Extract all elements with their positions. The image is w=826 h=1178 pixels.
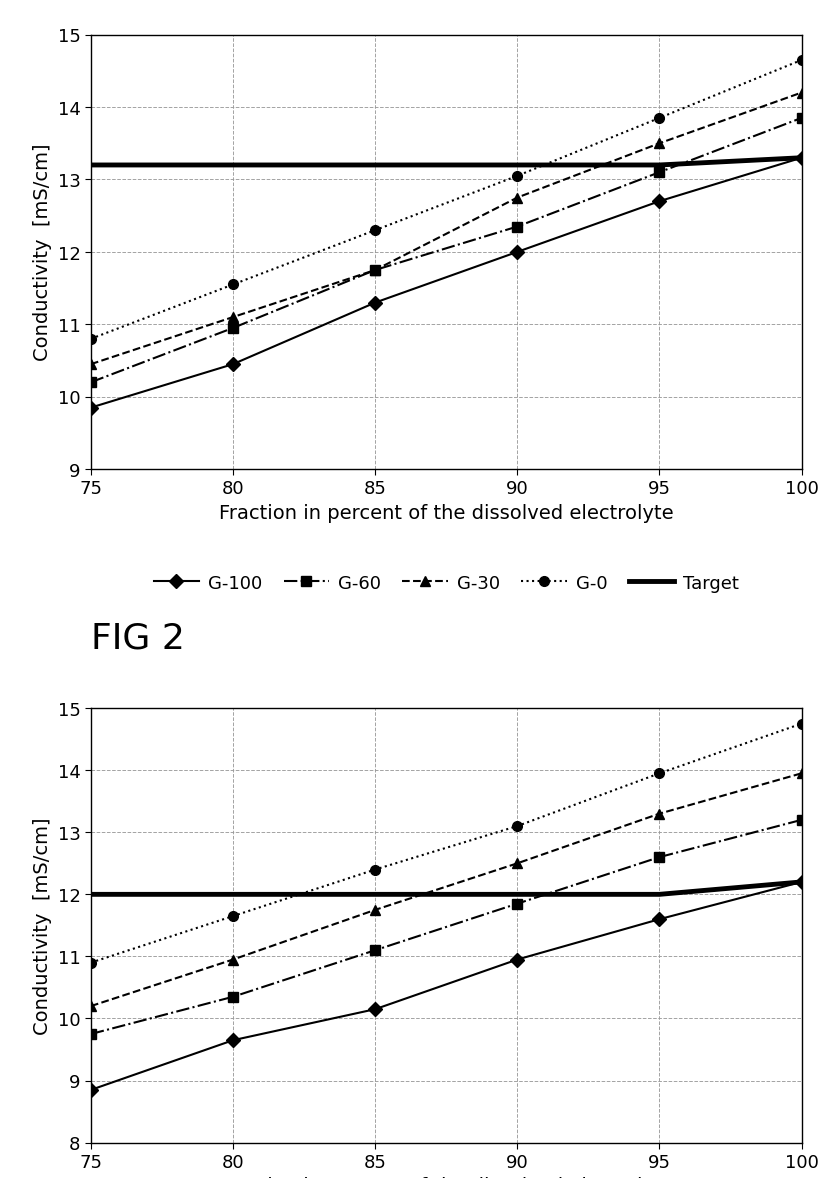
I-100 [228, 1033, 238, 1047]
G-100 [796, 151, 806, 165]
G-0 [512, 170, 522, 184]
Line: Target: Target [91, 882, 801, 894]
G-60 [512, 220, 522, 234]
I-60 [796, 813, 806, 827]
Line: G-60: G-60 [86, 114, 806, 388]
I-60 [654, 851, 664, 865]
I-30 [654, 807, 664, 821]
I-60 [512, 896, 522, 911]
Target [370, 159, 380, 173]
Text: FIG 2: FIG 2 [91, 622, 185, 655]
I-100 [86, 1083, 96, 1097]
G-60 [654, 166, 664, 180]
G-60 [370, 264, 380, 278]
I-30 [86, 999, 96, 1013]
G-100 [370, 296, 380, 310]
Legend: G-100, G-60, G-30, G-0, Target: G-100, G-60, G-30, G-0, Target [154, 574, 738, 593]
I-100 [512, 953, 522, 967]
I-100 [370, 1002, 380, 1017]
G-30 [654, 137, 664, 151]
I-30 [512, 856, 522, 871]
G-30 [796, 86, 806, 100]
X-axis label: Fraction in percent of the dissolved electrolyte: Fraction in percent of the dissolved ele… [219, 503, 673, 523]
I-60 [370, 944, 380, 958]
I-100 [796, 875, 806, 889]
Target [86, 887, 96, 901]
Target [512, 159, 522, 173]
I-0 [86, 955, 96, 969]
Line: I-0: I-0 [86, 719, 806, 967]
G-60 [796, 112, 806, 126]
Line: G-100: G-100 [86, 153, 806, 413]
Line: G-30: G-30 [86, 88, 806, 370]
I-0 [512, 819, 522, 833]
I-0 [228, 909, 238, 924]
I-0 [654, 767, 664, 781]
Target [86, 159, 96, 173]
G-100 [86, 401, 96, 415]
I-30 [796, 767, 806, 781]
I-0 [796, 717, 806, 732]
G-30 [512, 191, 522, 205]
Target [512, 887, 522, 901]
G-60 [228, 322, 238, 336]
Target [370, 887, 380, 901]
G-30 [370, 264, 380, 278]
Target [228, 159, 238, 173]
I-100 [654, 912, 664, 926]
G-0 [86, 332, 96, 346]
Line: I-60: I-60 [86, 815, 806, 1039]
G-0 [370, 224, 380, 238]
G-100 [512, 245, 522, 259]
G-0 [654, 112, 664, 126]
Target [796, 151, 806, 165]
G-100 [654, 194, 664, 209]
I-0 [370, 862, 380, 876]
Y-axis label: Conductivity  [mS/cm]: Conductivity [mS/cm] [33, 144, 52, 362]
Line: G-0: G-0 [86, 55, 806, 344]
G-60 [86, 376, 96, 390]
Target [654, 159, 664, 173]
Line: I-100: I-100 [86, 878, 806, 1094]
Y-axis label: Conductivity  [mS/cm]: Conductivity [mS/cm] [33, 816, 52, 1034]
I-30 [228, 953, 238, 967]
G-30 [86, 358, 96, 372]
Line: I-30: I-30 [86, 769, 806, 1011]
Target [796, 875, 806, 889]
X-axis label: Fraction in percent of the dissolved electrolyte: Fraction in percent of the dissolved ele… [219, 1177, 673, 1178]
I-30 [370, 904, 380, 918]
G-0 [228, 278, 238, 292]
Target [654, 887, 664, 901]
Line: Target: Target [91, 158, 801, 166]
G-100 [228, 358, 238, 372]
I-60 [228, 990, 238, 1004]
I-60 [86, 1027, 96, 1041]
G-30 [228, 311, 238, 325]
G-0 [796, 54, 806, 68]
Target [228, 887, 238, 901]
